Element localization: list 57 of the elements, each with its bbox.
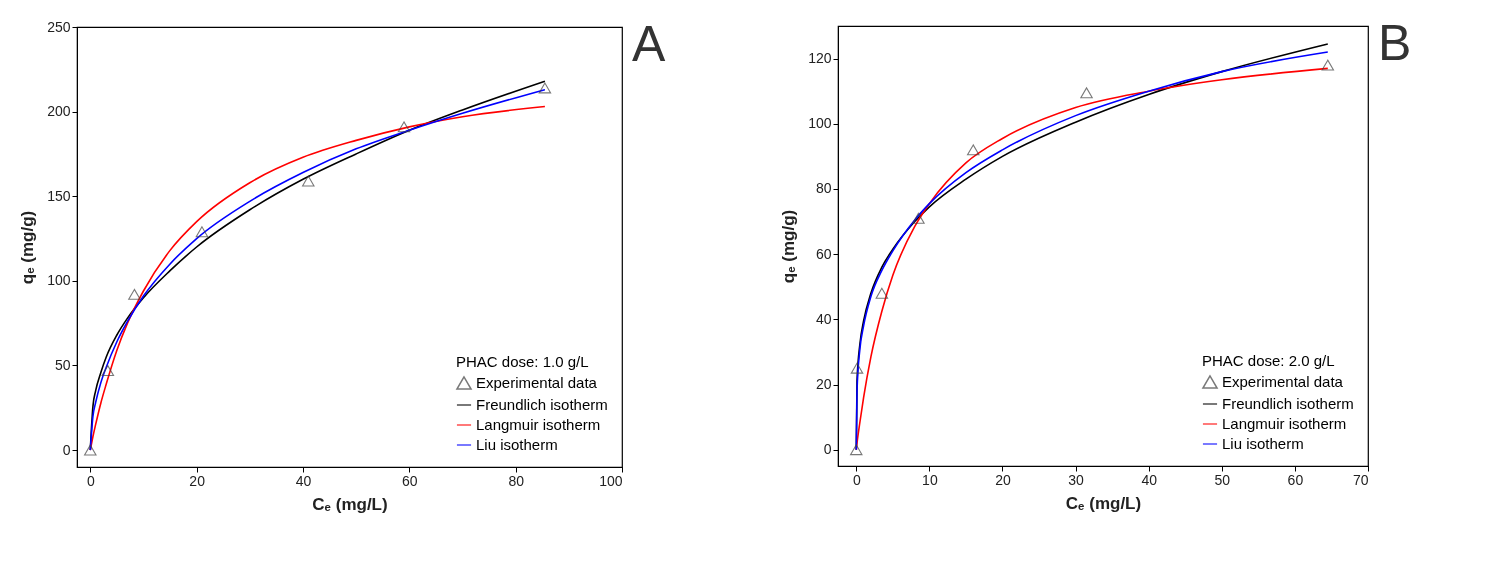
y-axis-title: qₑ (mg/g)	[779, 209, 799, 284]
legend-label: Experimental data	[476, 374, 598, 391]
point	[966, 144, 980, 156]
legend-title: PHAC dose: 2.0 g/L	[1202, 352, 1335, 369]
x-tick-label: 60	[402, 472, 418, 489]
y-tick-label: 50	[54, 356, 71, 373]
y-tick-label: 150	[47, 187, 71, 204]
x-tick-label: 30	[1068, 471, 1085, 488]
x-tick-label: 40	[1141, 471, 1158, 488]
point	[850, 362, 864, 374]
x-tick-label: 20	[995, 471, 1011, 488]
y-tick-label: 100	[47, 272, 71, 289]
point	[397, 121, 411, 133]
point	[302, 175, 315, 187]
legend-label: Liu isotherm	[1222, 435, 1304, 452]
point	[1080, 87, 1093, 99]
y-tick-label: 60	[815, 245, 832, 262]
y-axis-title: qₑ (mg/g)	[18, 210, 38, 285]
x-axis-title: Cₑ (mg/L)	[312, 494, 388, 514]
y-tick-label: 100	[808, 115, 832, 132]
point	[912, 212, 925, 224]
text: A	[632, 16, 666, 72]
legend-label: Experimental data	[1222, 373, 1344, 390]
point	[84, 444, 97, 456]
legend-label: Freundlich isotherm	[476, 396, 608, 413]
point	[128, 288, 141, 300]
x-tick-label: 10	[922, 471, 938, 488]
point	[875, 287, 889, 299]
point	[850, 444, 863, 456]
x-tick-label: 70	[1352, 471, 1369, 488]
legend-label: Liu isotherm	[476, 436, 558, 453]
x-tick-label: 20	[189, 472, 206, 489]
text: B	[1378, 15, 1412, 71]
x-tick-label: 0	[852, 471, 861, 488]
y-tick-label: 250	[47, 18, 71, 35]
y-tick-label: 20	[815, 376, 832, 393]
x-tick-label: 40	[295, 472, 312, 489]
y-tick-label: 40	[815, 310, 832, 327]
y-tick-label: 120	[808, 50, 832, 67]
x-tick-label: 50	[1214, 471, 1231, 488]
y-tick-label: 200	[47, 103, 71, 120]
x-tick-label: 100	[599, 472, 623, 489]
x-tick-label: 60	[1287, 471, 1304, 488]
y-tick-label: 0	[823, 441, 832, 458]
legend-label: Langmuir isotherm	[476, 416, 601, 433]
x-tick-label: 80	[508, 472, 525, 489]
point	[101, 365, 115, 377]
x-tick-label: 0	[86, 472, 95, 489]
point	[195, 226, 209, 238]
y-tick-label: 0	[62, 441, 71, 458]
legend-label: Freundlich isotherm	[1222, 395, 1354, 412]
legend-label: Langmuir isotherm	[1222, 415, 1347, 432]
point	[538, 82, 552, 94]
x-axis-title: Cₑ (mg/L)	[1065, 493, 1142, 513]
point	[1321, 59, 1335, 71]
legend-title: PHAC dose: 1.0 g/L	[456, 353, 589, 370]
y-tick-label: 80	[815, 180, 832, 197]
